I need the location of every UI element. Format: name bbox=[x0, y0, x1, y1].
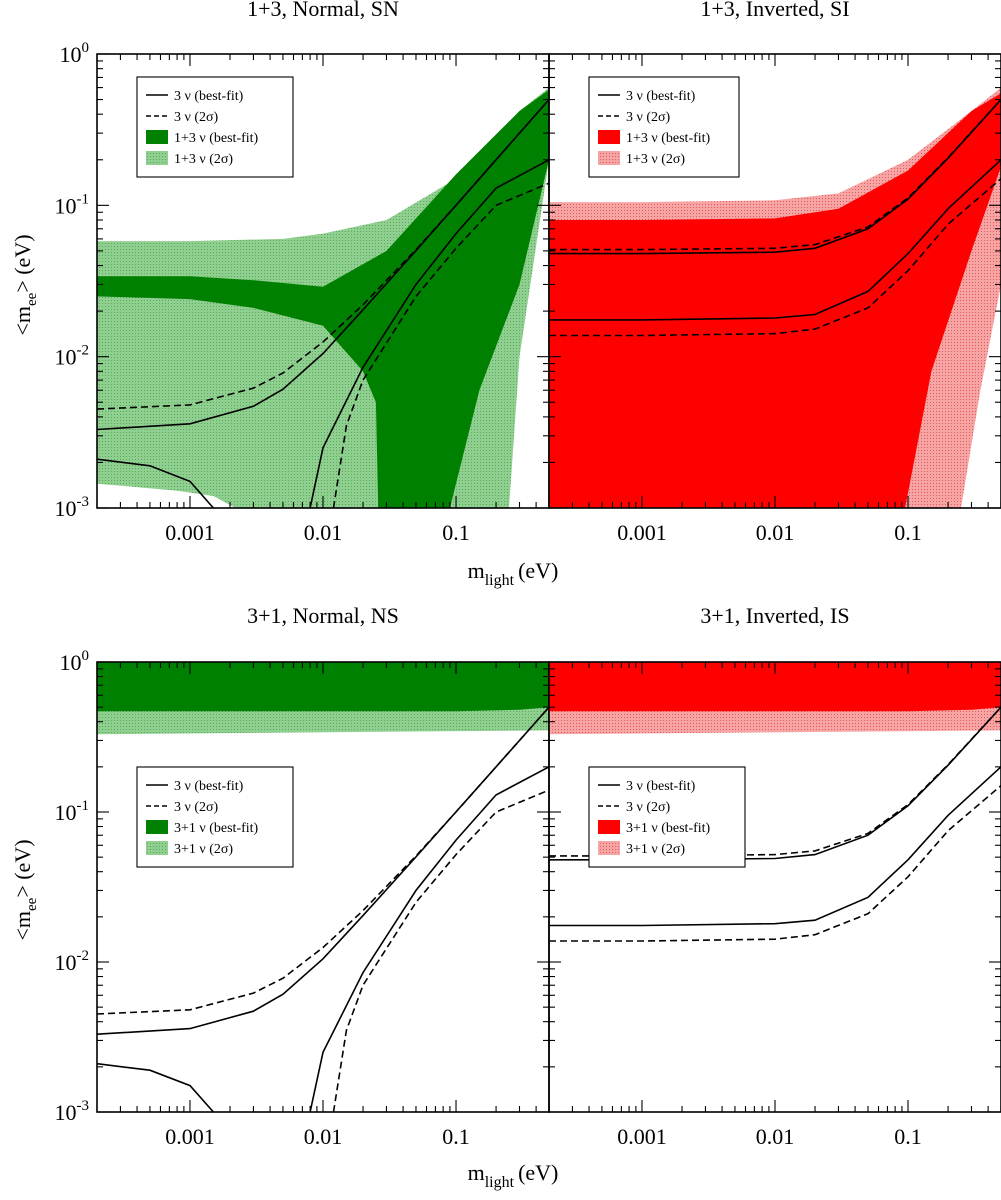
y-axis-label-bottom: <mee> (eV) bbox=[10, 839, 40, 940]
band-gap-right bbox=[509, 284, 549, 508]
panel-title: 1+3, Normal, SN bbox=[247, 0, 399, 21]
series-line-3-0 bbox=[549, 178, 1001, 337]
legend: 3 ν (best-fit) 3 ν (2σ) 1+3 ν (best-fit) 1+… bbox=[588, 76, 740, 178]
legend-label: 3 ν (2σ) bbox=[174, 800, 219, 815]
y-tick-label: 10-2 bbox=[55, 343, 90, 370]
series-line-2-0 bbox=[549, 766, 1001, 927]
x-tick-label: 0.01 bbox=[304, 520, 343, 545]
legend-swatch-bestfit bbox=[598, 130, 620, 144]
plot-area bbox=[97, 662, 549, 1112]
series-line-3-0 bbox=[332, 789, 549, 1112]
legend-label: 3 ν (2σ) bbox=[626, 800, 671, 815]
series-line-0-0 bbox=[97, 706, 549, 1035]
legend: 3 ν (best-fit) 3 ν (2σ) 1+3 ν (best-fit) 1+… bbox=[136, 76, 294, 178]
x-tick-label: 0.1 bbox=[442, 520, 470, 545]
y-tick-label: 10-3 bbox=[55, 494, 90, 521]
series-line-2-1 bbox=[309, 159, 549, 508]
legend-label: 3 ν (2σ) bbox=[174, 110, 219, 125]
plot-area bbox=[549, 662, 1001, 942]
panels: 3 ν (best-fit) 3 ν (2σ) 1+3 ν (best-fit) 1+… bbox=[55, 0, 1001, 1149]
plot-area bbox=[97, 87, 549, 508]
x-tick-label: 0.01 bbox=[756, 520, 795, 545]
band-bestfit bbox=[549, 93, 1001, 508]
legend-swatch-2sigma bbox=[146, 841, 168, 855]
x-tick-label: 0.001 bbox=[617, 1124, 667, 1149]
series-line-3-0 bbox=[549, 784, 1001, 942]
legend-label: 1+3 ν (best-fit) bbox=[626, 131, 711, 146]
legend: 3 ν (best-fit) 3 ν (2σ) 3+1 ν (best-fit) 3+… bbox=[136, 766, 294, 868]
legend-swatch-bestfit bbox=[598, 820, 620, 834]
chart-panel-2: 3 ν (best-fit) 3 ν (2σ) 1+3 ν (best-fit) 1+… bbox=[548, 0, 1001, 545]
panel-title: 1+3, Inverted, SI bbox=[700, 0, 849, 21]
series-line-3-0 bbox=[332, 182, 549, 508]
panel-title: 3+1, Normal, NS bbox=[247, 603, 399, 628]
series-line-1-0 bbox=[97, 99, 549, 410]
legend-label: 3+1 ν (best-fit) bbox=[174, 821, 259, 836]
legend-label: 1+3 ν (2σ) bbox=[174, 152, 233, 167]
x-tick-label: 0.1 bbox=[894, 1124, 922, 1149]
series-line-2-0 bbox=[97, 1062, 214, 1112]
x-tick-label: 0.01 bbox=[304, 1124, 343, 1149]
x-tick-label: 0.1 bbox=[442, 1124, 470, 1149]
legend-label: 3+1 ν (2σ) bbox=[174, 842, 233, 857]
x-tick-label: 0.001 bbox=[165, 520, 215, 545]
legend-label: 3 ν (best-fit) bbox=[626, 89, 696, 104]
panel-title: 3+1, Inverted, IS bbox=[700, 603, 849, 628]
y-tick-label: 10-1 bbox=[55, 191, 90, 218]
legend-label: 3 ν (best-fit) bbox=[174, 779, 244, 794]
legend-label: 3+1 ν (2σ) bbox=[626, 842, 685, 857]
x-tick-label: 0.001 bbox=[617, 520, 667, 545]
legend-swatch-bestfit bbox=[146, 820, 168, 834]
y-tick-label: 10-1 bbox=[55, 798, 90, 825]
legend-label: 3+1 ν (best-fit) bbox=[626, 821, 711, 836]
legend-swatch-2sigma bbox=[146, 151, 168, 165]
chart-panel-4: 3 ν (best-fit) 3 ν (2σ) 3+1 ν (best-fit) 3+… bbox=[548, 603, 1001, 1149]
legend-label: 3 ν (2σ) bbox=[626, 110, 671, 125]
series-line-2-0 bbox=[549, 159, 1001, 321]
legend-label: 1+3 ν (2σ) bbox=[626, 152, 685, 167]
y-tick-label: 100 bbox=[60, 648, 90, 675]
chart-panel-3: 3 ν (best-fit) 3 ν (2σ) 3+1 ν (best-fit) 3+… bbox=[55, 603, 550, 1149]
plot-area bbox=[549, 87, 1001, 508]
y-tick-label: 10-3 bbox=[55, 1098, 90, 1125]
series-line-1-0 bbox=[549, 99, 1001, 251]
y-tick-label: 10-2 bbox=[55, 948, 90, 975]
legend-label: 3 ν (best-fit) bbox=[174, 89, 244, 104]
chart-panel-1: 3 ν (best-fit) 3 ν (2σ) 1+3 ν (best-fit) 1+… bbox=[55, 0, 550, 545]
y-axis-label-top: <mee> (eV) bbox=[10, 234, 40, 335]
legend-label: 3 ν (best-fit) bbox=[626, 779, 696, 794]
x-tick-label: 0.001 bbox=[165, 1124, 215, 1149]
band-bestfit bbox=[549, 662, 1001, 712]
series-line-1-0 bbox=[97, 706, 549, 1015]
series-line-2-0 bbox=[97, 458, 215, 508]
legend-swatch-2sigma bbox=[598, 841, 620, 855]
band-gap bbox=[97, 483, 236, 508]
band-bestfit bbox=[97, 662, 549, 712]
legend-swatch-bestfit bbox=[146, 130, 168, 144]
band-bestfit bbox=[97, 89, 549, 508]
y-tick-label: 100 bbox=[60, 40, 90, 67]
series-line-2-1 bbox=[309, 766, 549, 1112]
legend-swatch-2sigma bbox=[598, 151, 620, 165]
x-tick-label: 0.01 bbox=[756, 1124, 795, 1149]
x-axis-label-top: mlight (eV) bbox=[468, 558, 559, 589]
x-tick-label: 0.1 bbox=[894, 520, 922, 545]
legend: 3 ν (best-fit) 3 ν (2σ) 3+1 ν (best-fit) 3+… bbox=[588, 766, 746, 868]
legend-label: 1+3 ν (best-fit) bbox=[174, 131, 259, 146]
x-axis-label-bottom: mlight (eV) bbox=[468, 1160, 559, 1191]
